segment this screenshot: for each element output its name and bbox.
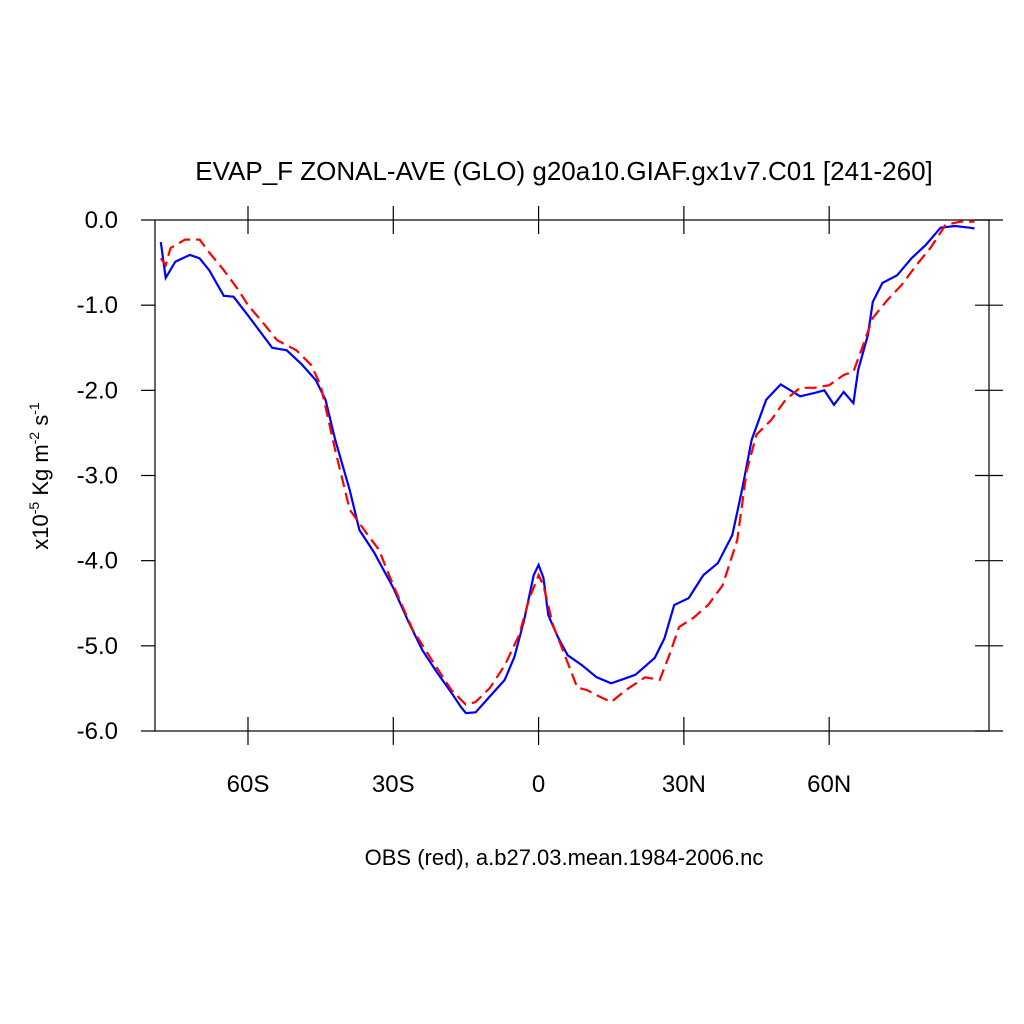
x-tick-label: 60S [227,771,270,798]
x-tick-label: 0 [532,771,545,798]
y-label-part: Kg m [28,444,53,501]
y-axis-label: x10-5 Kg m-2 s-1 [26,402,53,550]
y-tick-label: -6.0 [77,718,118,745]
plot-frame [154,219,990,732]
x-axis-label: OBS (red), a.b27.03.mean.1984-2006.nc [365,845,764,870]
x-tick-label: 30N [662,771,706,798]
data-line [159,224,975,715]
x-tick-label: 30S [372,771,415,798]
chart-title: EVAP_F ZONAL-AVE (GLO) g20a10.GIAF.gx1v7… [195,156,933,186]
y-label-sup: -5 [26,502,42,515]
y-tick-label: -2.0 [77,377,118,404]
y-tick-label: 0.0 [85,207,118,234]
y-tick-label: -1.0 [77,292,118,319]
y-tick-label: -3.0 [77,463,118,490]
y-label-sup: -1 [26,402,42,415]
y-label-part: x10 [28,514,53,549]
y-tick-label: -4.0 [77,548,118,575]
y-label-part: s [28,415,53,432]
y-tick-label: -5.0 [77,633,118,660]
data-line [159,220,975,706]
y-label-sup: -2 [26,432,42,445]
x-tick-label: 60N [807,771,851,798]
